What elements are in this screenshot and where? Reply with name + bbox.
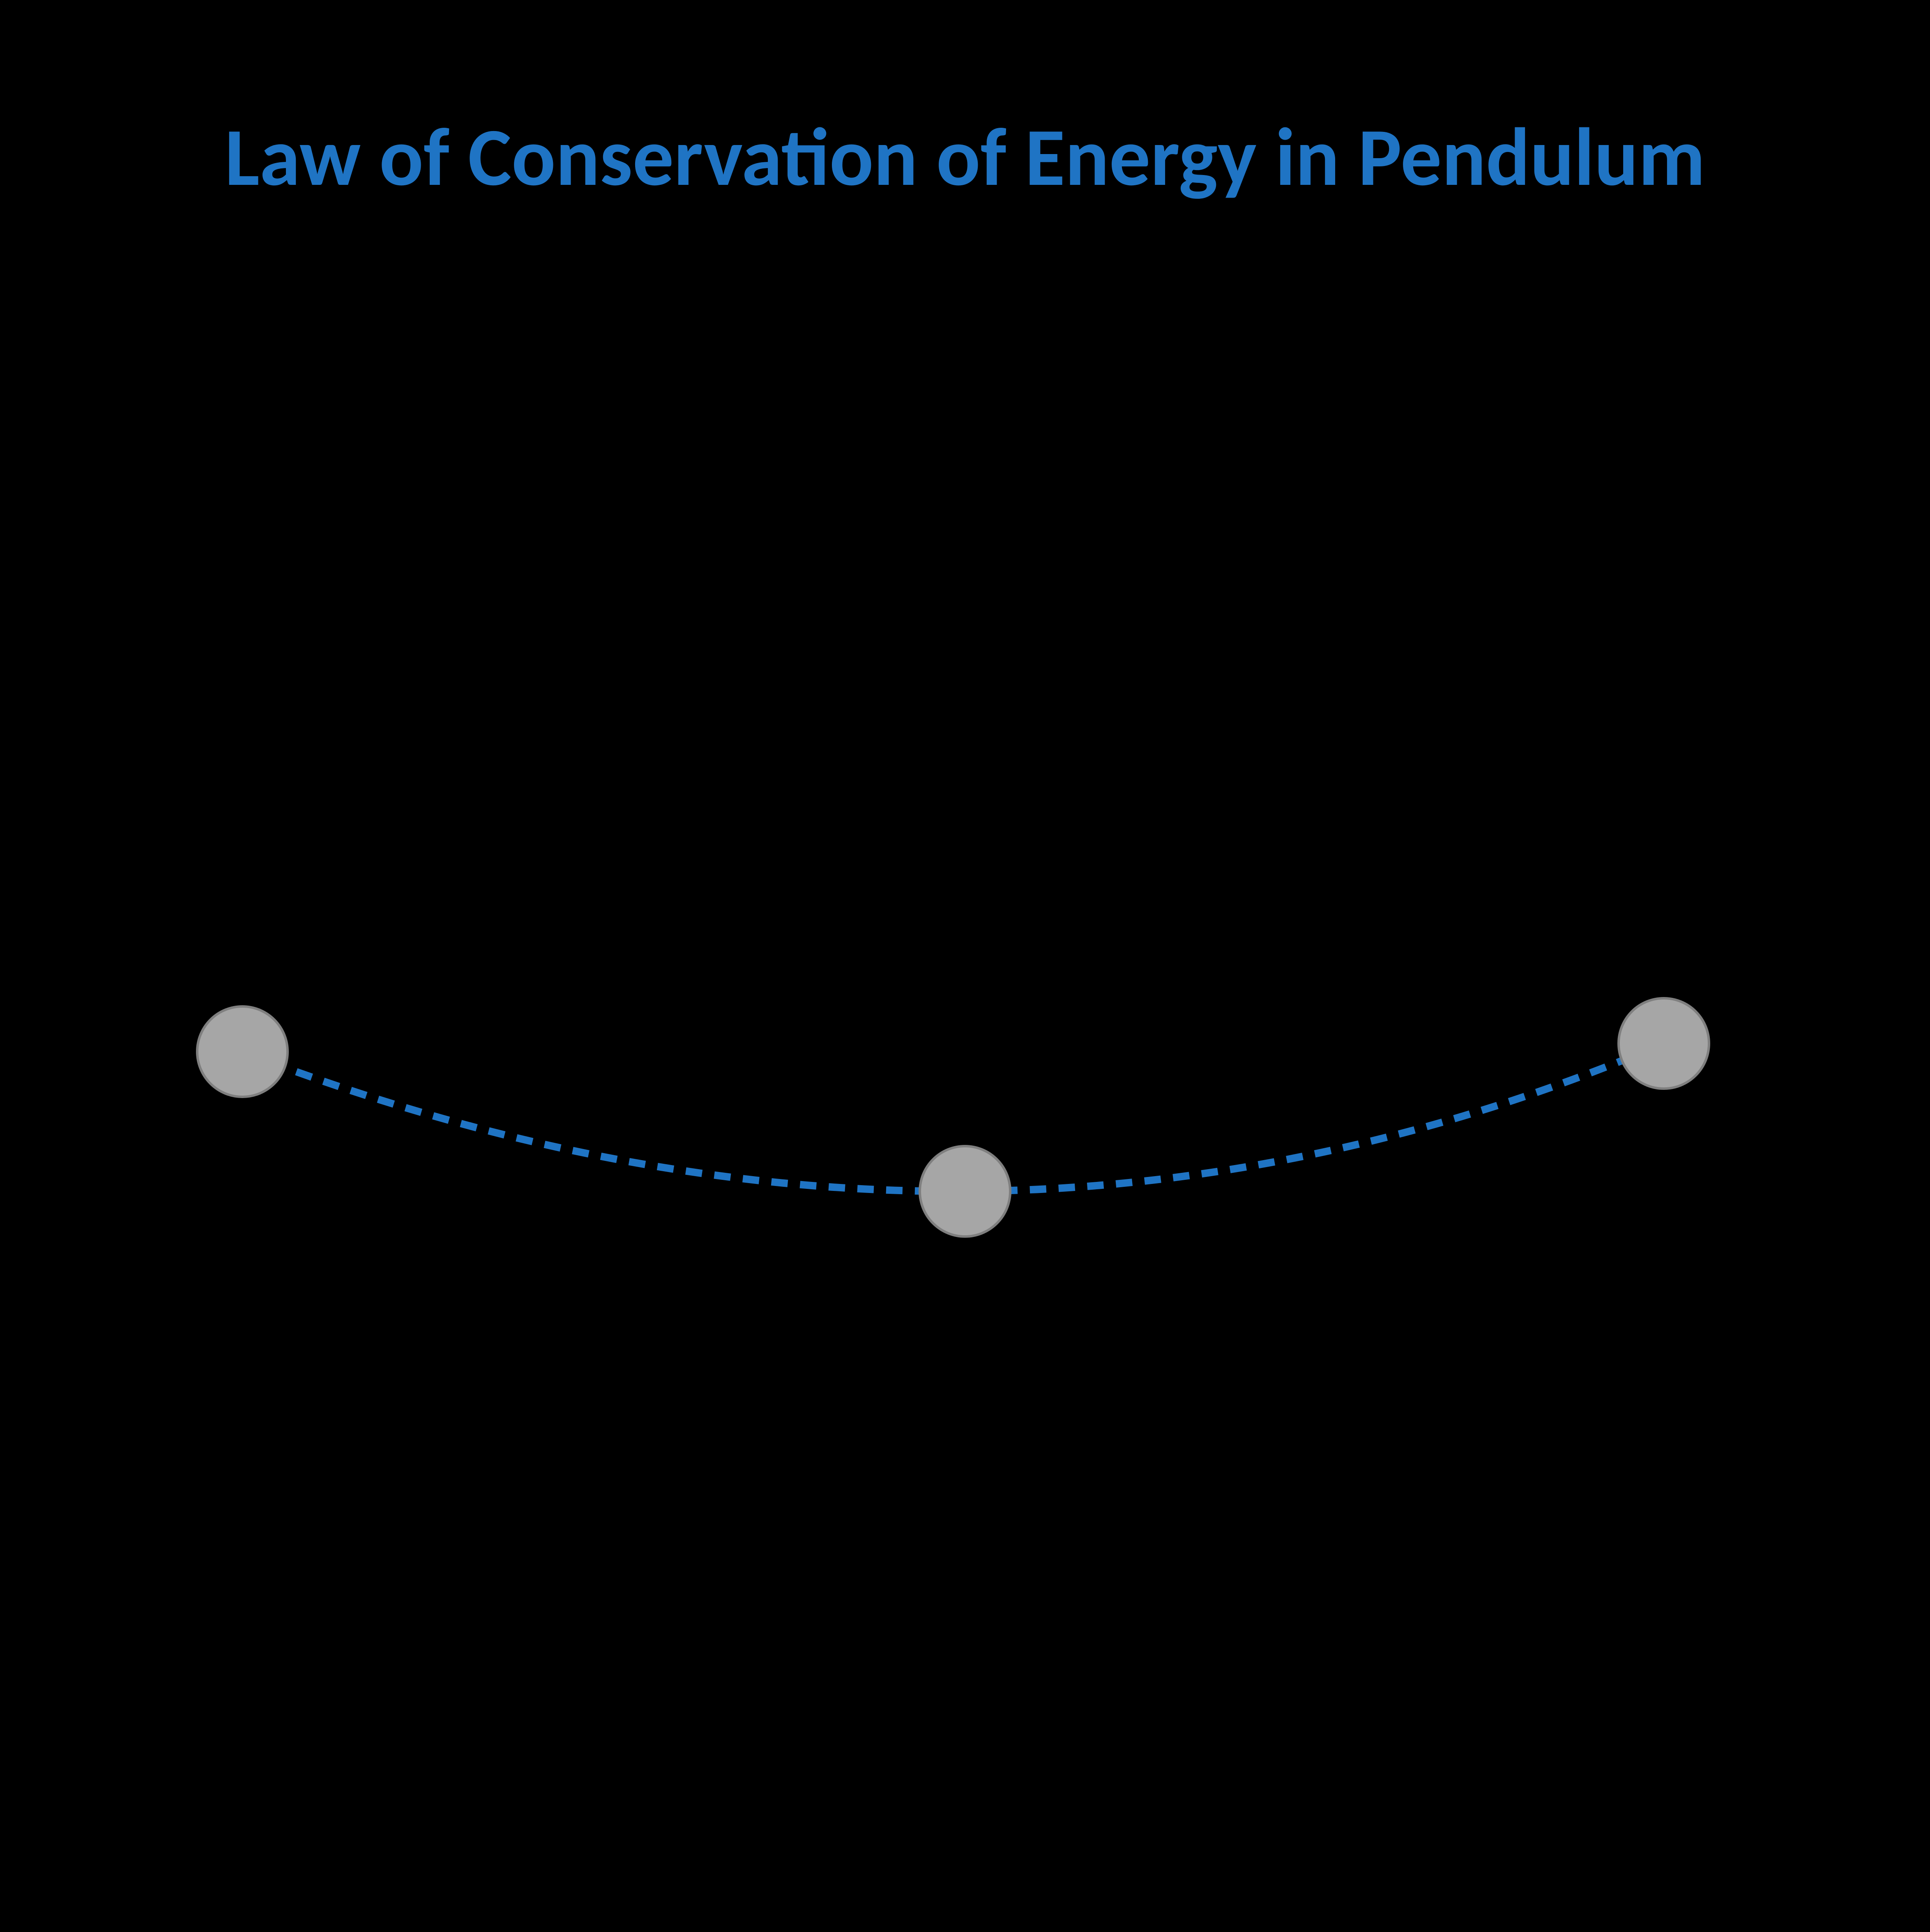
string-right [965,357,1664,1043]
label-right-line2: K = 0 [1541,1245,1746,1320]
bob-left [197,1006,288,1097]
bob-center [920,1146,1010,1237]
label-left-line1: U = Umax [70,1163,276,1245]
label-right: U = Umax K = 0 [1541,1163,1746,1320]
bob-right [1619,998,1709,1089]
pendulum-diagram [0,0,1930,1930]
pendulum-svg [0,0,1930,1930]
label-center: U = 0 K = Kmax [822,1306,1012,1464]
label-left: U = Umax K = 0 [70,1163,276,1320]
label-left-line2: K = 0 [70,1245,276,1320]
label-center-line2: K = Kmax [822,1382,1012,1464]
label-center-line1: U = 0 [822,1306,1012,1382]
label-right-line1: U = Umax [1541,1163,1746,1245]
string-left [242,357,965,1052]
